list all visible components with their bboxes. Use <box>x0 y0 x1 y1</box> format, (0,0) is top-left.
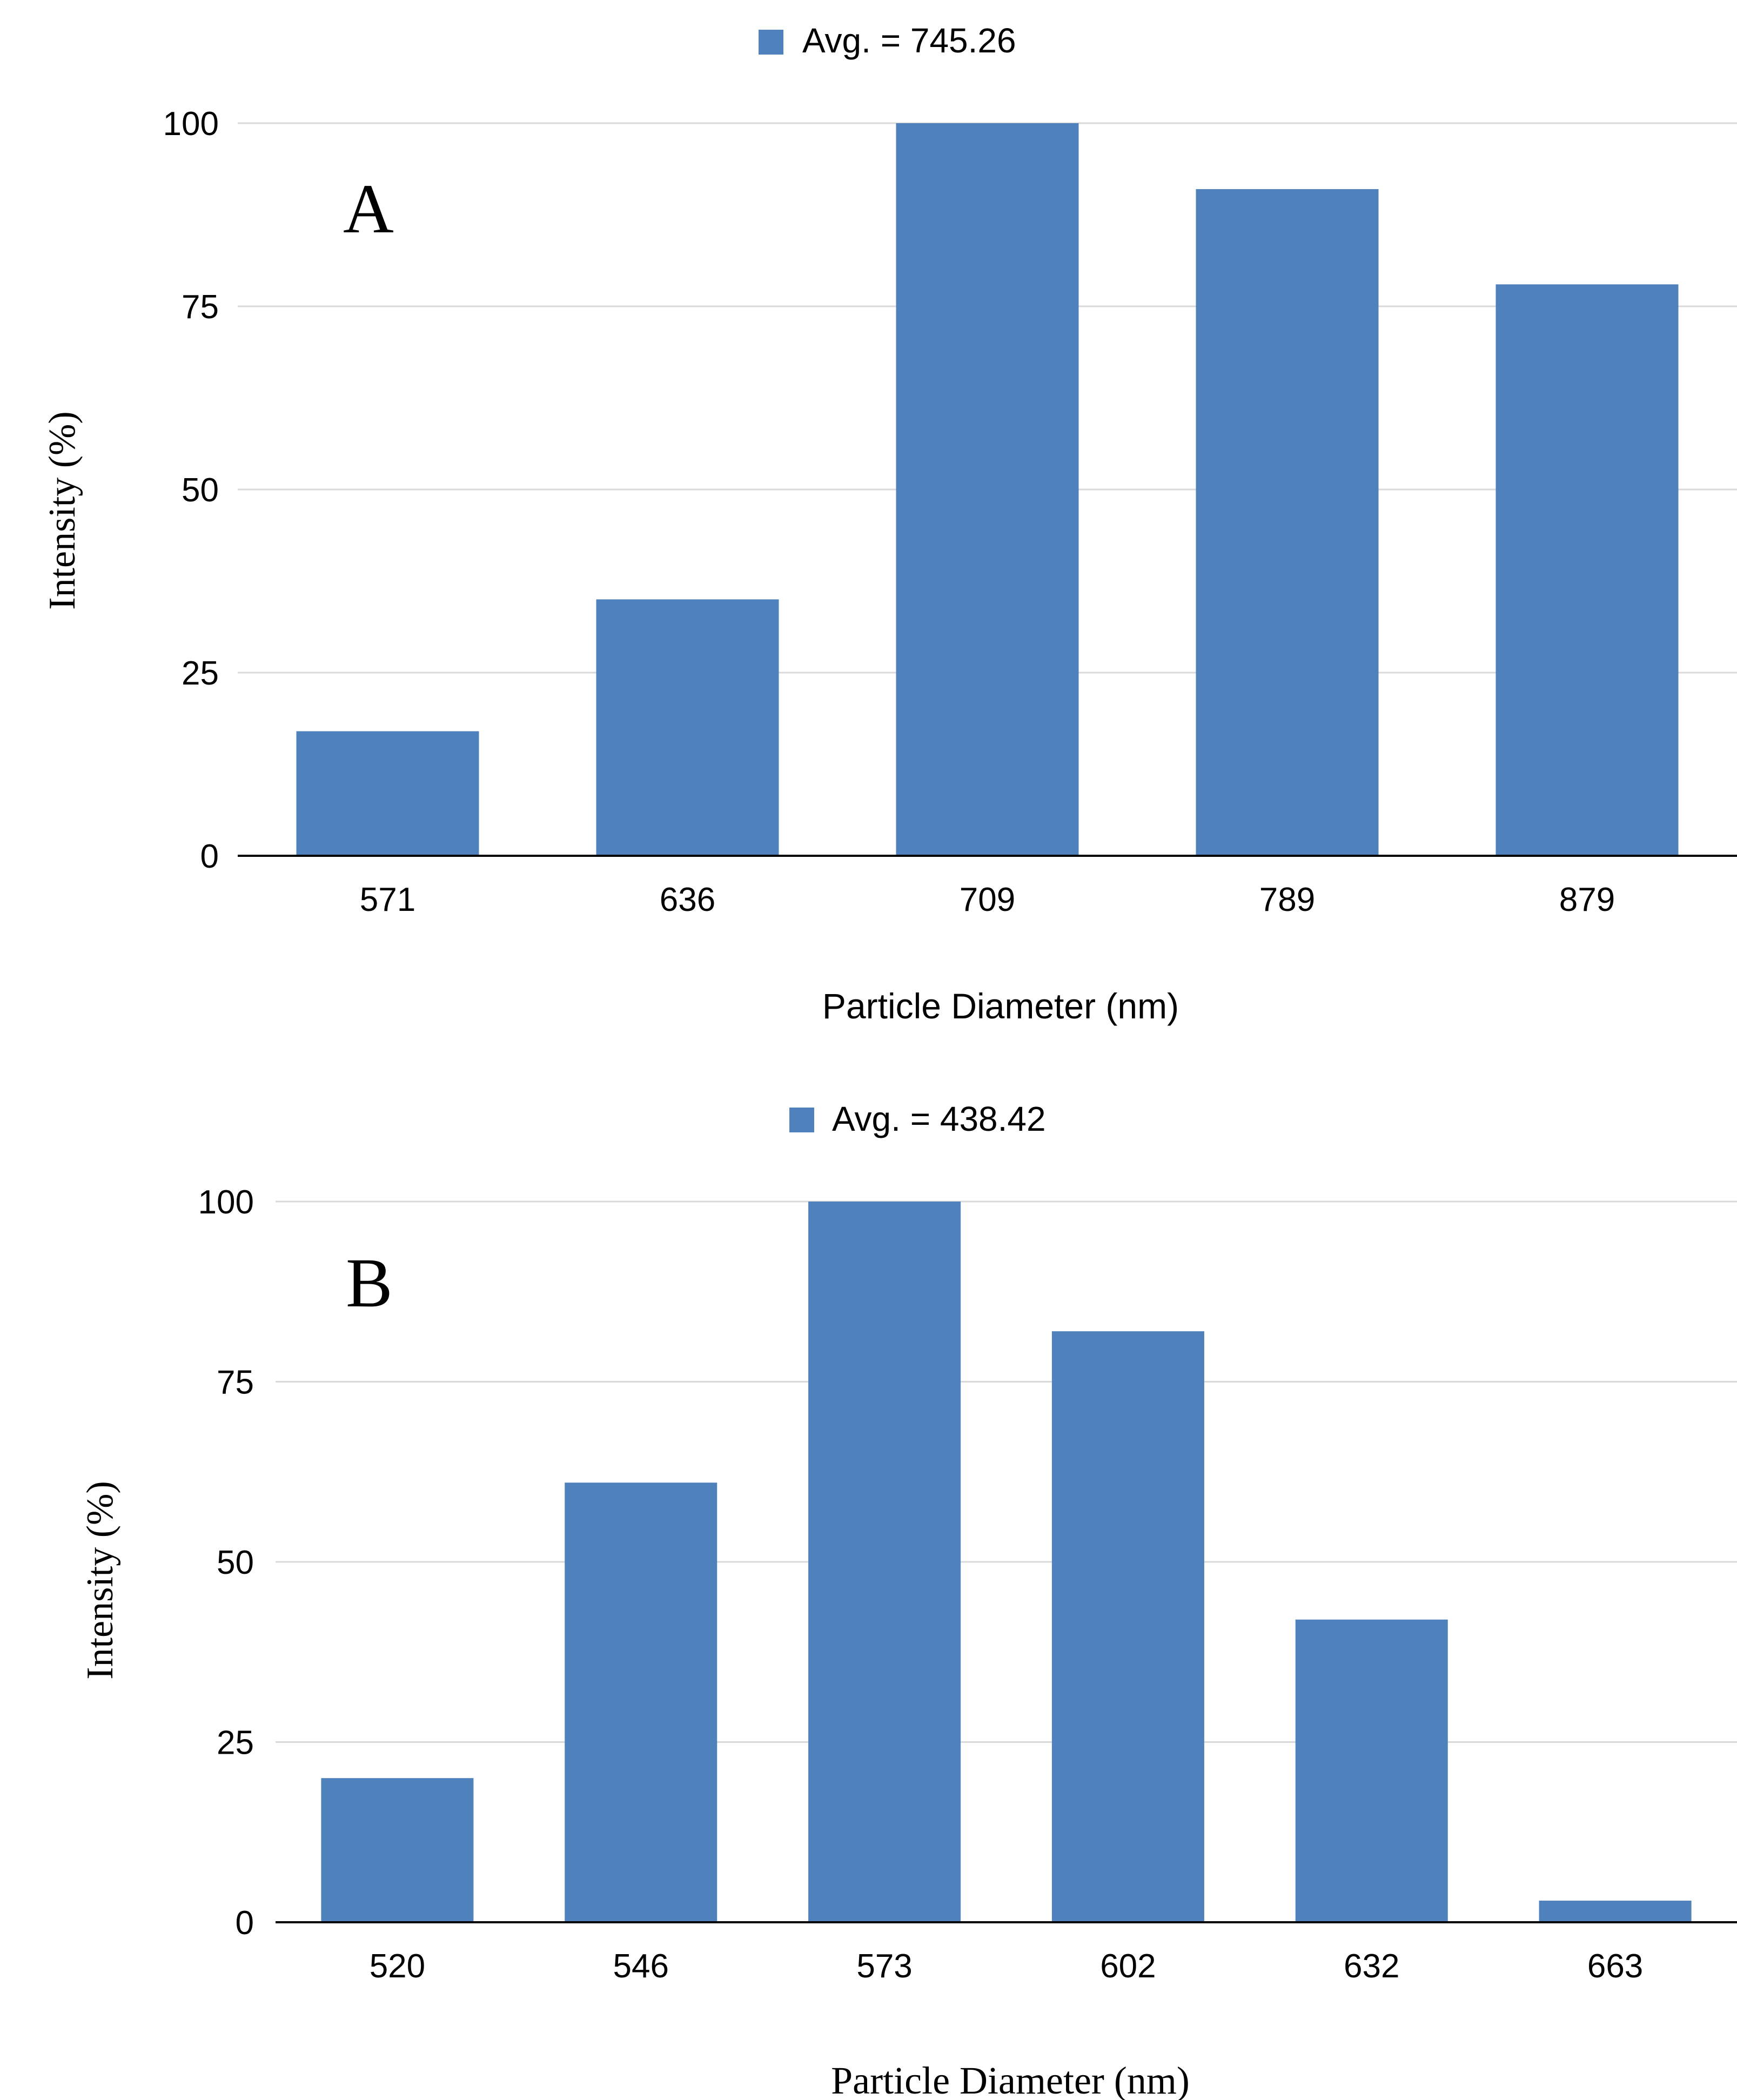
y-tick-label: 0 <box>236 1904 254 1942</box>
bar-636 <box>596 599 779 856</box>
x-tick-label: 709 <box>960 881 1015 918</box>
legend-label: Avg. = 438.42 <box>832 1099 1046 1138</box>
x-tick-label: 573 <box>856 1948 912 1985</box>
y-tick-label: 50 <box>182 472 219 509</box>
bar-709 <box>896 123 1079 856</box>
y-tick-label: 0 <box>200 838 219 875</box>
bar-520 <box>321 1778 474 1922</box>
y-tick-label: 50 <box>217 1544 254 1581</box>
x-tick-label: 602 <box>1100 1948 1156 1985</box>
legend-swatch <box>789 1108 814 1132</box>
y-tick-label: 100 <box>163 105 219 143</box>
bar-571 <box>296 731 479 856</box>
bar-573 <box>808 1202 961 1922</box>
panel-label: B <box>346 1244 393 1322</box>
bar-789 <box>1196 189 1379 856</box>
y-tick-label: 75 <box>217 1364 254 1401</box>
x-axis-title: Particle Diameter (nm) <box>822 986 1179 1026</box>
y-tick-label: 25 <box>182 655 219 692</box>
panel-label: A <box>343 170 394 248</box>
y-tick-label: 75 <box>182 289 219 326</box>
x-axis-title: Particle Diameter (nm) <box>831 2059 1190 2100</box>
y-axis-title: Intensity (%) <box>42 411 83 609</box>
x-tick-label: 571 <box>360 881 415 918</box>
x-tick-label: 663 <box>1587 1948 1643 1985</box>
bar-663 <box>1539 1900 1692 1922</box>
bar-879 <box>1495 284 1679 856</box>
x-tick-label: 789 <box>1259 881 1315 918</box>
x-tick-label: 636 <box>660 881 715 918</box>
x-tick-label: 546 <box>613 1948 669 1985</box>
x-tick-label: 520 <box>370 1948 425 1985</box>
chart-b: Avg. = 438.42 B Intensity (%) Particle D… <box>79 1099 1737 2100</box>
bar-546 <box>565 1482 717 1922</box>
chart-a: Avg. = 745.26 A Intensity (%) Particle D… <box>42 21 1737 1026</box>
y-axis-title: Intensity (%) <box>79 1481 121 1679</box>
y-tick-label: 25 <box>217 1725 254 1762</box>
y-tick-label: 100 <box>198 1184 254 1221</box>
bar-632 <box>1295 1619 1448 1922</box>
x-tick-label: 632 <box>1344 1948 1399 1985</box>
bar-602 <box>1051 1331 1204 1922</box>
x-tick-label: 879 <box>1559 881 1615 918</box>
legend-label: Avg. = 745.26 <box>802 21 1016 60</box>
legend-swatch <box>759 30 783 55</box>
